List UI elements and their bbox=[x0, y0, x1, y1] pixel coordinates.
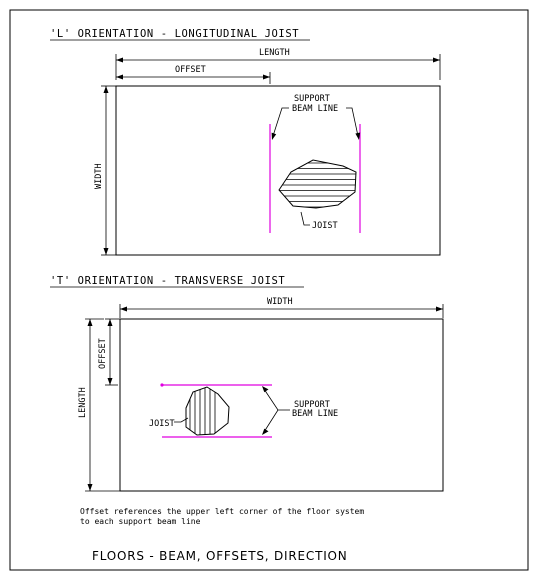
l-length-arrow-right bbox=[433, 57, 440, 63]
t-width-label: WIDTH bbox=[267, 297, 293, 307]
l-joist-leader bbox=[300, 211, 310, 226]
l-length-label: LENGTH bbox=[259, 48, 290, 58]
t-offset-label: OFFSET bbox=[98, 338, 108, 369]
note-line-1: Offset references the upper left corner … bbox=[80, 507, 364, 516]
l-width-arrow-bottom bbox=[103, 248, 109, 255]
t-length-arrow-top bbox=[87, 319, 93, 326]
outer-frame bbox=[9, 9, 529, 571]
t-support-beam-endpoint bbox=[160, 383, 164, 387]
l-floor-system bbox=[115, 85, 441, 256]
t-heading: 'T' ORIENTATION - TRANSVERSE JOIST bbox=[50, 275, 285, 287]
l-orientation-section: 'L' ORIENTATION - LONGITUDINAL JOIST LEN… bbox=[50, 28, 441, 256]
note-line-2: to each support beam line bbox=[80, 517, 201, 526]
l-support-leader-right bbox=[346, 107, 359, 137]
t-orientation-section: 'T' ORIENTATION - TRANSVERSE JOIST WIDTH… bbox=[50, 275, 444, 492]
l-offset-label: OFFSET bbox=[175, 65, 206, 75]
l-offset-arrow-left bbox=[116, 74, 123, 80]
l-support-label-1: SUPPORT bbox=[294, 94, 330, 104]
t-joist-label: JOIST bbox=[149, 419, 175, 429]
t-support-leader-arrow-bottom bbox=[262, 428, 269, 435]
l-heading: 'L' ORIENTATION - LONGITUDINAL JOIST bbox=[50, 28, 299, 40]
l-support-leader-left-arrow bbox=[271, 132, 277, 140]
l-offset-arrow-right bbox=[263, 74, 270, 80]
t-floor-system bbox=[119, 318, 444, 492]
t-support-leader-arrow-top bbox=[262, 386, 269, 393]
t-width-arrow-right bbox=[436, 306, 443, 312]
l-width-label: WIDTH bbox=[94, 163, 104, 189]
l-joist-outline bbox=[278, 159, 357, 209]
l-joist-label: JOIST bbox=[312, 221, 338, 231]
l-length-arrow-left bbox=[116, 57, 123, 63]
t-support-label-2: BEAM LINE bbox=[292, 409, 338, 419]
l-width-arrow-top bbox=[103, 86, 109, 93]
t-support-leader bbox=[263, 388, 290, 433]
t-width-arrow-left bbox=[120, 306, 127, 312]
t-support-label-1: SUPPORT bbox=[294, 400, 330, 410]
l-support-label-2: BEAM LINE bbox=[292, 104, 338, 114]
footer-title: FLOORS - BEAM, OFFSETS, DIRECTION bbox=[92, 549, 348, 563]
l-support-leader-right-arrow bbox=[355, 132, 361, 140]
l-support-leader-left bbox=[272, 107, 289, 137]
t-length-label: LENGTH bbox=[78, 387, 88, 418]
t-offset-arrow-top bbox=[107, 319, 113, 326]
t-joist-outline bbox=[185, 386, 230, 436]
t-joist-leader bbox=[174, 417, 189, 423]
t-length-arrow-bottom bbox=[87, 484, 93, 491]
t-offset-arrow-bottom bbox=[107, 378, 113, 385]
